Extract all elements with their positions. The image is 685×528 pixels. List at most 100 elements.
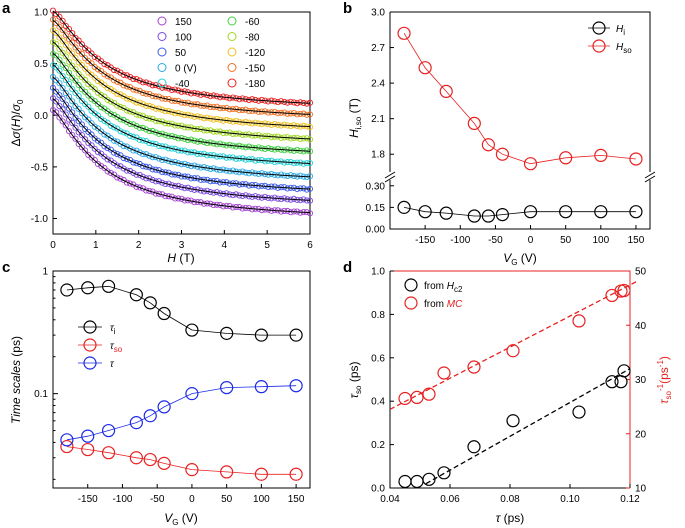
- panel-a-data-point: [72, 89, 79, 96]
- panel-a-data-point: [104, 85, 111, 92]
- panel-a-data-point: [72, 124, 79, 131]
- panel-a-data-point: [88, 120, 95, 127]
- panel-c-data-point: [129, 416, 143, 430]
- panel-b-data-point: [418, 205, 432, 219]
- panel-b-data-point: [523, 157, 538, 171]
- panel-a-data-point: [117, 128, 124, 135]
- panel-b-xtick-label: -150: [415, 235, 435, 246]
- panel-b-xtick-label: -50: [488, 235, 503, 246]
- panel-d-data-point: [572, 314, 586, 328]
- panel-b-legend-label: Hso: [616, 42, 632, 55]
- panel-a-data-point: [69, 131, 76, 139]
- panel-a-data-point: [306, 124, 314, 131]
- panel-a-data-point: [78, 97, 85, 105]
- panel-a-legend-label: -80: [245, 33, 260, 44]
- panel-c-ytick-label: 0.1: [34, 389, 48, 400]
- panel-a-ytick-label: 0.5: [34, 59, 48, 70]
- panel-a-data-point: [133, 87, 140, 94]
- panel-a-series--150: [49, 16, 314, 118]
- panel-a-legend-label: 0 (V): [175, 64, 197, 75]
- panel-c-data-point: [185, 463, 199, 477]
- panel-a-data-point: [72, 77, 79, 84]
- panel-a-data-point: [114, 78, 121, 85]
- panel-a-data-point: [172, 134, 179, 141]
- panel-a-ytick-label: -1.0: [31, 214, 49, 225]
- panel-a-data-point: [143, 90, 150, 97]
- panel-a-data-point: [152, 93, 159, 100]
- panel-label-d: d: [343, 259, 352, 276]
- panel-a-data-point: [152, 166, 159, 173]
- panel-a-data-point: [120, 116, 127, 124]
- panel-d-legend-label: from MC: [424, 299, 463, 310]
- panel-c-data-point: [101, 446, 116, 460]
- panel-c-data-point: [254, 467, 268, 481]
- panel-c-data-point: [129, 288, 143, 302]
- panel-a-data-point: [114, 102, 121, 109]
- panel-a-data-point: [59, 26, 66, 34]
- panel-a-data-point: [75, 37, 82, 44]
- panel-d-series: [398, 364, 631, 489]
- panel-a-ytick-label: -0.5: [31, 162, 49, 173]
- panel-a-data-point: [110, 137, 118, 144]
- panel-a-data-point: [85, 116, 92, 123]
- panel-a-data-point: [120, 165, 127, 172]
- panel-c-data-point: [157, 400, 171, 414]
- panel-c-data-point: [220, 465, 234, 479]
- panel-a-data-point: [62, 77, 69, 84]
- panel-a-data-point: [143, 163, 150, 170]
- panel-a-data-point: [127, 132, 134, 140]
- panel-b-ytick-label: 2.1: [371, 114, 385, 125]
- panel-a-data-point: [91, 145, 98, 152]
- panel-b-data-point: [594, 205, 608, 219]
- panel-a-legend-marker: [227, 32, 237, 41]
- panel-b-data-point: [523, 205, 538, 219]
- panel-a-data-point: [62, 122, 69, 129]
- panel-c-series: [60, 439, 303, 481]
- panel-c-series: [60, 279, 303, 342]
- panel-a-data-point: [104, 73, 111, 80]
- panel-a-data-point: [159, 179, 166, 186]
- panel-a-data-point: [66, 80, 73, 87]
- panel-a-data-point: [139, 137, 146, 144]
- panel-c-data-point: [129, 451, 143, 465]
- panel-a-data-point: [56, 80, 63, 87]
- panel-a-data-point: [127, 145, 134, 152]
- panel-a-legend-label: -40: [175, 79, 190, 90]
- panel-d-ytick-left-label: 1.0: [371, 267, 385, 278]
- panel-d-data-point: [398, 474, 412, 489]
- panel-c-series-line: [66, 285, 297, 336]
- panel-a-data-point: [133, 147, 140, 154]
- panel-a-data-point: [104, 156, 111, 163]
- panel-b-series-line: [404, 207, 636, 217]
- panel-a-data-point: [91, 74, 98, 81]
- panel-c-series-line: [66, 385, 297, 441]
- panel-d-tau-so: 0.04 0.06 0.08 0.10 0.12 0.0 0.2 0.4 0.6 0.8 1.0 10…: [347, 267, 673, 526]
- panel-b-xtick-label: 100: [592, 235, 609, 246]
- panel-a-data-point: [78, 61, 85, 69]
- panel-d-legend-label: from Hc2: [424, 281, 463, 294]
- panel-b-data-point: [559, 205, 573, 219]
- panel-d-data-point: [605, 288, 619, 303]
- panel-a-data-point: [53, 109, 60, 116]
- panel-a-fit-line: [52, 109, 311, 214]
- panel-a-series--120: [49, 27, 314, 131]
- panel-a-data-point: [82, 88, 89, 95]
- panel-a-data-point: [88, 71, 95, 78]
- panel-a-legend-marker: [157, 78, 167, 88]
- panel-d-data-point: [605, 375, 619, 389]
- panel-a-data-point: [94, 149, 102, 156]
- panel-a-xtick-label: 4: [222, 240, 228, 251]
- panel-a-magnetoconductance: 0 1 2 3 4 5 6 -1.0 -0.5 0.0 0.5 1.0 150 100 50 0 (V) -4…: [9, 8, 313, 266]
- panel-c-legend-label: τi: [110, 323, 116, 336]
- panel-a-data-point: [75, 81, 82, 89]
- panel-a-xtick-label: 1: [93, 240, 99, 251]
- panel-d-data-point: [614, 375, 628, 389]
- panel-a-data-point: [98, 139, 105, 146]
- panel-b-data-point: [495, 207, 510, 222]
- panel-b-ytick-label: 2.4: [371, 79, 385, 90]
- panel-a-data-point: [94, 112, 102, 119]
- panel-c-legend-label: τ: [110, 359, 115, 370]
- panel-c-data-point: [254, 328, 268, 342]
- panel-a-data-point: [56, 114, 63, 121]
- panel-c-data-point: [60, 433, 74, 447]
